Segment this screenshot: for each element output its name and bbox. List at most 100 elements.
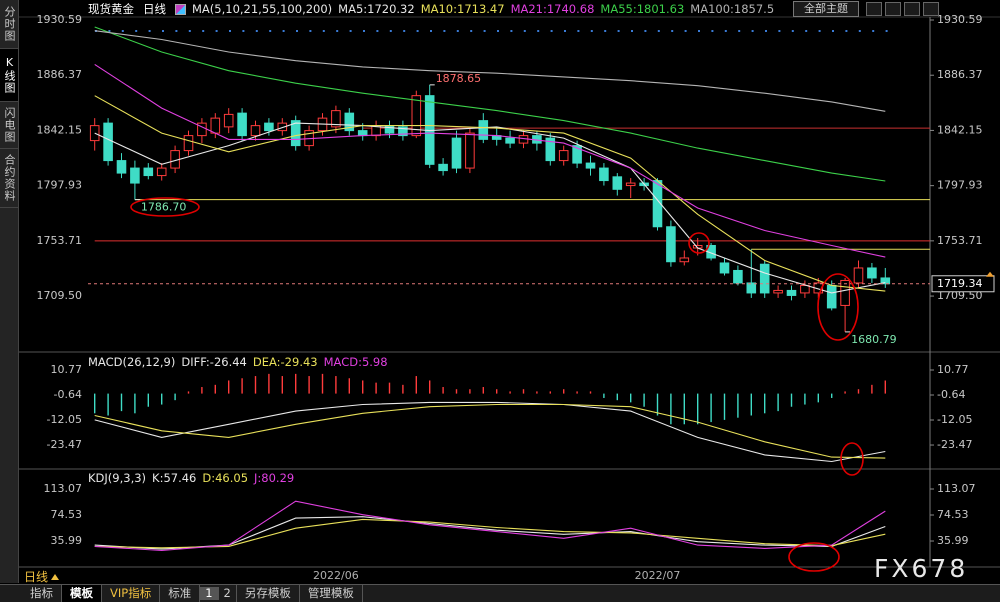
candle-body (237, 112, 247, 137)
candle-body (290, 120, 301, 147)
candle-body (250, 125, 261, 137)
bottom-tab[interactable]: 2 (219, 585, 237, 602)
main-legend: 现货黄金 日线 MA(5,10,21,55,100,200) MA5:1720.3… (88, 1, 774, 17)
indicator-line (94, 403, 886, 459)
candle-body (867, 267, 877, 279)
legend-entry: DEA:-29.43 (252, 355, 318, 369)
candle-body (719, 262, 730, 274)
candle-body (357, 130, 368, 137)
indicator-icon[interactable] (175, 3, 186, 15)
indicator-line (94, 122, 886, 294)
side-tab[interactable]: 分时图 (0, 0, 18, 49)
candle-body (773, 289, 783, 294)
legend-entry: MA100:1857.5 (690, 2, 775, 16)
legend-entry: MA21:1740.68 (510, 2, 595, 16)
y-tick-label: 1709.50 (37, 289, 83, 302)
y-tick-label: 113.07 (937, 482, 976, 495)
candle-body (733, 269, 743, 284)
legend-entry: K:57.46 (152, 471, 197, 485)
candle-body (331, 110, 341, 128)
y-tick-label: -0.64 (54, 388, 82, 401)
candle-body (478, 120, 489, 140)
period-arrow (51, 573, 60, 580)
y-tick-label: 1753.71 (937, 234, 983, 247)
period-selector[interactable]: 日线 (24, 568, 60, 585)
legend-entry: MA10:1713.47 (420, 2, 505, 16)
y-tick-label: -0.64 (937, 388, 965, 401)
plot-layer: 1930.59 1930.59 1886.37 1886.37 1842.15 1842.… (37, 13, 995, 582)
bottom-tab[interactable]: 另存模板 (237, 585, 300, 602)
macd-legend: MACD(26,12,9) DIFF:-26.44 DEA:-29.43 MACD:5… (88, 354, 388, 370)
candle-body (398, 126, 408, 137)
candle-body (840, 279, 850, 306)
x-tick-label: 2022/06 (313, 569, 359, 582)
bottom-tab[interactable]: 指标 (22, 585, 62, 602)
y-tick-label: -12.05 (47, 413, 82, 426)
candle-body (451, 137, 462, 169)
y-tick-label: 10.77 (51, 363, 83, 376)
icon-button[interactable] (885, 2, 901, 16)
candle-body (545, 137, 556, 162)
price-annotation: 1680.79 (851, 333, 897, 346)
indicator-line (94, 500, 886, 552)
y-tick-label: 1797.93 (937, 179, 983, 192)
indicator-title: KDJ(9,3,3) (88, 471, 147, 485)
y-tick-label: 74.53 (51, 508, 83, 521)
symbol[interactable]: 现货黄金 (88, 2, 134, 16)
kdj-legend: KDJ(9,3,3) K:57.46 D:46.05 J:80.29 (88, 470, 294, 486)
legend-entry: MACD:5.98 (323, 355, 388, 369)
icon-button[interactable] (904, 2, 920, 16)
bottom-tab[interactable]: 模板 (62, 585, 102, 602)
y-tick-label: -23.47 (47, 438, 82, 451)
candle-body (411, 95, 422, 137)
candle-body (143, 167, 154, 177)
candle-body (746, 282, 757, 294)
y-tick-label: 1886.37 (37, 68, 83, 81)
candle-body (585, 162, 596, 169)
candle-body (116, 160, 127, 174)
candle-body (759, 263, 770, 294)
bottom-tab[interactable]: 管理模板 (300, 585, 363, 602)
period[interactable]: 日线 (143, 2, 166, 16)
highlight-ellipse (688, 232, 710, 254)
legend-entry: DIFF:-26.44 (181, 355, 247, 369)
candle-body (103, 122, 113, 162)
bottom-tab[interactable]: 1 (200, 587, 219, 600)
y-tick-label: -23.47 (937, 438, 972, 451)
indicator-line (94, 30, 886, 112)
legend-entry: J:80.29 (254, 471, 295, 485)
candle-body (666, 226, 676, 263)
candle-body (210, 117, 221, 134)
candle-body (264, 122, 274, 132)
highlight-ellipse (817, 273, 859, 341)
candle-body (800, 284, 810, 294)
y-tick-label: 10.77 (937, 363, 969, 376)
y-tick-label: 35.99 (937, 534, 969, 547)
side-tab[interactable]: 合约资料 (0, 149, 18, 208)
theme-button[interactable]: 全部主题 (793, 1, 859, 17)
candle-body (223, 113, 234, 128)
candle-body (505, 137, 515, 144)
y-tick-label: 1930.59 (37, 13, 83, 26)
candle-body (344, 112, 355, 132)
icon-button[interactable] (866, 2, 882, 16)
candle-body (438, 163, 448, 172)
y-tick-label: 1797.93 (37, 179, 83, 192)
bottom-tabs: 指标 模板 VIP指标 标准 1 2 另存模板 管理模板 (0, 584, 1000, 602)
period-selector-label[interactable]: 日线 (24, 570, 49, 584)
candle-body (880, 277, 891, 285)
candle-body (384, 125, 395, 134)
side-tab[interactable]: K线图 (0, 49, 18, 102)
side-tab[interactable]: 闪电图 (0, 102, 18, 149)
candle-body (679, 257, 690, 263)
candle-body (612, 176, 623, 190)
icon-button[interactable] (923, 2, 939, 16)
y-tick-label: 1886.37 (937, 68, 983, 81)
side-tabs: 分时图 K线图 闪电图 合约资料 (0, 0, 19, 583)
bottom-tab[interactable]: VIP指标 (102, 585, 161, 602)
indicator-line (94, 95, 886, 292)
y-tick-label: 1753.71 (37, 234, 83, 247)
bottom-tab[interactable]: 标准 (160, 585, 201, 602)
y-tick-label: 1709.50 (937, 289, 983, 302)
candle-body (465, 132, 475, 169)
